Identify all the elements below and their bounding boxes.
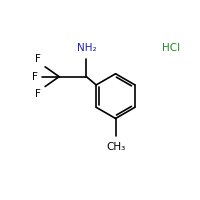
- Text: CH₃: CH₃: [106, 142, 125, 152]
- Text: F: F: [32, 72, 37, 82]
- Text: NH₂: NH₂: [77, 43, 96, 53]
- Text: HCl: HCl: [162, 43, 180, 53]
- Text: F: F: [35, 54, 41, 64]
- Text: F: F: [35, 89, 41, 99]
